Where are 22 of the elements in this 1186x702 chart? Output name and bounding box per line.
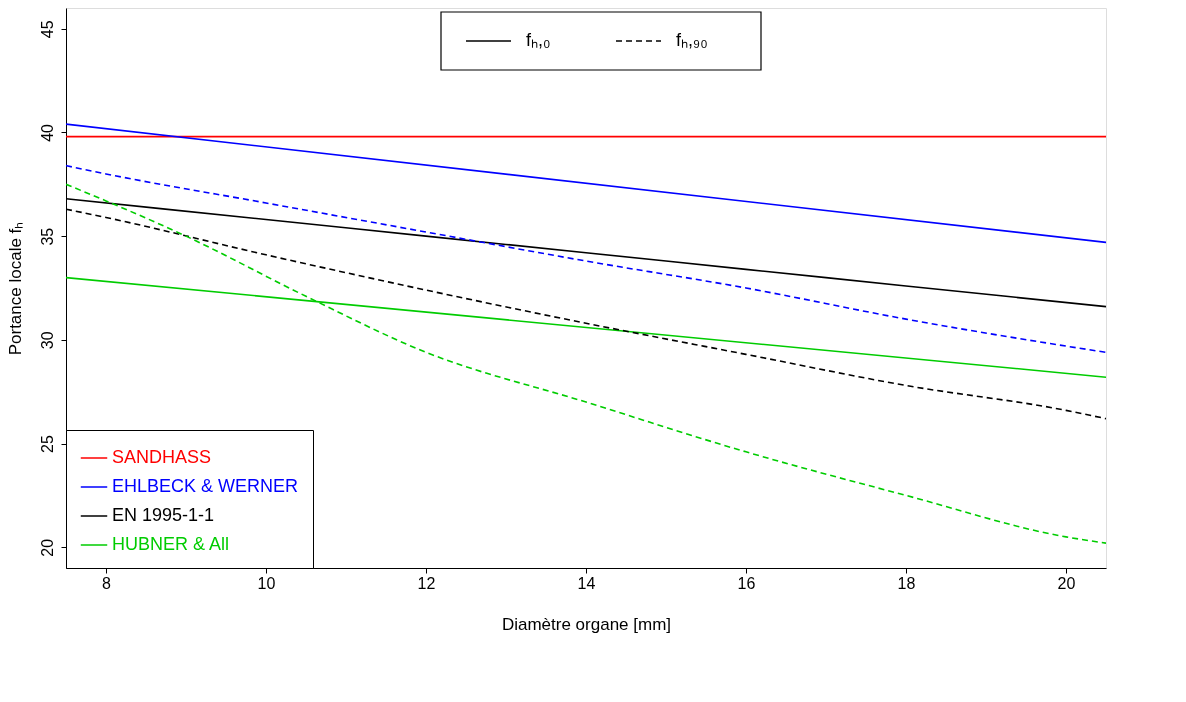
x-tick-label: 14 [577, 574, 596, 592]
x-tick-label: 10 [257, 574, 276, 592]
x-tick-label: 12 [417, 574, 436, 592]
annotation: fₕ,₀ [526, 30, 551, 50]
x-axis-title: Diamètre organe [mm] [501, 614, 672, 634]
x-tick-label: 20 [1057, 574, 1076, 592]
x-tick-label: 16 [737, 574, 756, 592]
legend-label: HUBNER & All [112, 534, 230, 554]
annotation: fₕ,₉₀ [676, 30, 708, 50]
y-axis-title: Portance locale fₕ [5, 221, 25, 356]
x-tick-label: 8 [102, 574, 112, 592]
legend-label: EN 1995-1-1 [112, 505, 215, 525]
line-series [66, 164, 1106, 354]
y-tick-label: 40 [38, 123, 56, 142]
y-tick-label: 20 [38, 538, 56, 557]
x-tick-label: 18 [897, 574, 916, 592]
legend-label: EHLBECK & WERNER [112, 476, 299, 496]
y-tick-label: 45 [38, 20, 56, 39]
y-tick-label: 35 [38, 227, 56, 246]
y-tick-label: 25 [38, 435, 56, 453]
y-tick-label: 30 [38, 331, 56, 350]
legend-label: SANDHASS [112, 447, 212, 467]
